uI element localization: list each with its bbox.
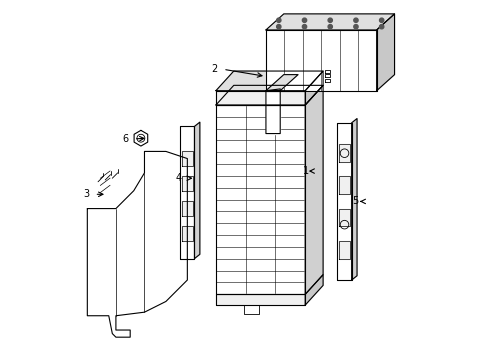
Polygon shape xyxy=(376,14,394,91)
Text: 2: 2 xyxy=(211,64,217,74)
Polygon shape xyxy=(87,152,187,337)
Polygon shape xyxy=(265,14,394,30)
Text: 4: 4 xyxy=(176,173,182,183)
Polygon shape xyxy=(244,305,258,314)
Polygon shape xyxy=(351,118,356,280)
Text: 3: 3 xyxy=(83,189,89,199)
Text: 6: 6 xyxy=(122,134,128,144)
Polygon shape xyxy=(181,176,193,191)
Polygon shape xyxy=(181,202,193,216)
Polygon shape xyxy=(194,122,200,258)
Circle shape xyxy=(353,24,357,29)
Circle shape xyxy=(327,24,332,29)
Circle shape xyxy=(379,18,383,22)
Circle shape xyxy=(302,18,306,22)
Polygon shape xyxy=(324,74,329,77)
Polygon shape xyxy=(305,71,323,105)
Circle shape xyxy=(327,18,332,22)
Text: 5: 5 xyxy=(352,197,358,206)
Polygon shape xyxy=(216,85,323,105)
Polygon shape xyxy=(338,241,349,258)
Polygon shape xyxy=(180,126,194,258)
Polygon shape xyxy=(216,294,305,305)
Polygon shape xyxy=(324,70,329,73)
Polygon shape xyxy=(265,89,280,134)
Polygon shape xyxy=(216,91,305,105)
Polygon shape xyxy=(181,226,193,241)
Polygon shape xyxy=(216,105,305,294)
Circle shape xyxy=(276,24,281,29)
Circle shape xyxy=(302,24,306,29)
Polygon shape xyxy=(337,123,351,280)
Polygon shape xyxy=(216,71,323,91)
Circle shape xyxy=(276,18,281,22)
Polygon shape xyxy=(338,208,349,226)
Polygon shape xyxy=(324,78,329,82)
Polygon shape xyxy=(181,152,193,166)
Polygon shape xyxy=(265,75,298,91)
Text: 1: 1 xyxy=(302,166,308,176)
Circle shape xyxy=(379,24,383,29)
Polygon shape xyxy=(338,144,349,162)
Circle shape xyxy=(353,18,357,22)
Polygon shape xyxy=(305,85,323,294)
Polygon shape xyxy=(134,130,147,146)
Polygon shape xyxy=(305,275,323,305)
Polygon shape xyxy=(265,30,376,91)
Polygon shape xyxy=(338,176,349,194)
